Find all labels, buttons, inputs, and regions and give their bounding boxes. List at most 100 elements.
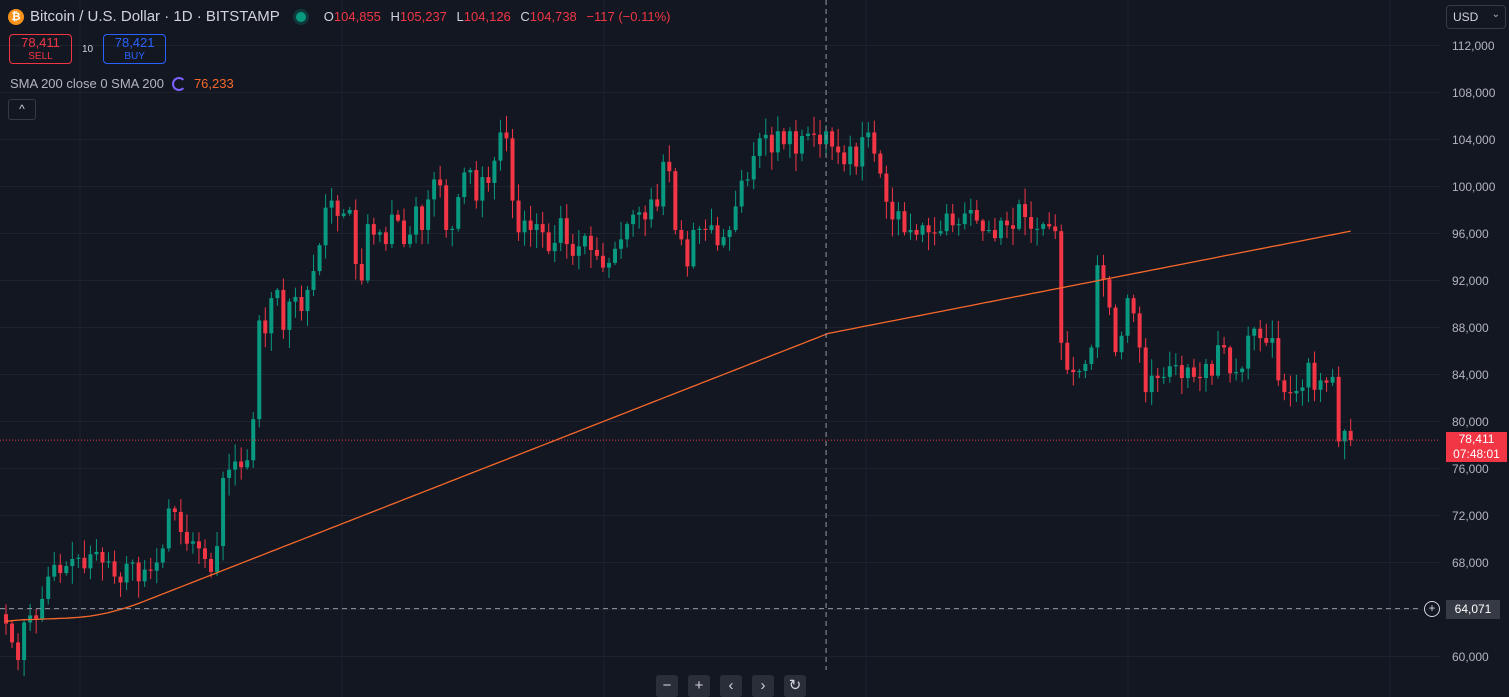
candle xyxy=(190,532,195,554)
candle-body xyxy=(727,229,732,238)
candle xyxy=(359,248,364,285)
candle-body xyxy=(444,185,449,230)
price-tick-label: 96,000 xyxy=(1452,226,1489,241)
candle xyxy=(287,298,292,348)
candle-body xyxy=(848,146,853,165)
candle-body xyxy=(359,264,364,281)
candle xyxy=(667,145,672,183)
candle xyxy=(305,286,310,326)
candle-body xyxy=(209,558,214,572)
sma-value: 76,233 xyxy=(193,76,234,91)
candle-body xyxy=(745,179,750,181)
candle xyxy=(619,221,624,260)
candle-body xyxy=(1047,224,1052,227)
candle xyxy=(890,187,895,237)
market-status-icon[interactable] xyxy=(295,11,306,22)
candle-body xyxy=(492,160,497,183)
sma-200-line xyxy=(5,230,1351,622)
candle xyxy=(1185,363,1190,388)
candle-body xyxy=(58,564,63,574)
candle xyxy=(100,547,105,581)
candle-body xyxy=(558,218,563,243)
candle-body xyxy=(221,477,226,547)
candle-body xyxy=(1065,342,1070,370)
candle-body xyxy=(1143,347,1148,393)
candle-body xyxy=(474,170,479,201)
candle xyxy=(46,566,51,605)
candle-body xyxy=(836,146,841,153)
candle-body xyxy=(1276,338,1281,381)
candle-body xyxy=(468,170,473,173)
sync-icon[interactable] xyxy=(171,76,186,91)
zoom-in-button[interactable]: + xyxy=(688,675,710,697)
candle xyxy=(727,226,732,251)
candle xyxy=(498,119,503,171)
add-alert-plus-icon[interactable]: + xyxy=(1424,601,1440,617)
candle xyxy=(1210,360,1214,385)
sma-label: SMA 200 close 0 SMA 200 xyxy=(10,76,164,91)
candle-body xyxy=(1131,298,1136,314)
candle-body xyxy=(769,134,774,153)
candle-body xyxy=(534,224,539,230)
candle xyxy=(1065,331,1070,374)
candle xyxy=(980,218,985,241)
candle xyxy=(956,218,961,236)
candle xyxy=(884,165,889,219)
spread-value: 10 xyxy=(82,43,94,55)
candle xyxy=(613,241,618,265)
candle xyxy=(968,198,973,227)
candle xyxy=(492,156,497,200)
candle xyxy=(317,243,322,276)
currency-select[interactable]: USD ⌄ xyxy=(1446,5,1506,29)
scroll-right-button[interactable]: › xyxy=(752,675,774,697)
candle xyxy=(582,233,587,255)
candle xyxy=(848,135,853,176)
candle-body xyxy=(1137,313,1142,348)
symbol-title[interactable]: Bitcoin / U.S. Dollar · 1D · BITSTAMP xyxy=(30,8,280,25)
candle-body xyxy=(890,201,895,220)
reset-chart-button[interactable]: ↻ xyxy=(784,675,806,697)
candle xyxy=(818,120,823,158)
zoom-out-button[interactable]: − xyxy=(656,675,678,697)
candle-body xyxy=(619,239,624,249)
price-tick-label: 92,000 xyxy=(1452,273,1489,288)
candle xyxy=(365,214,370,284)
candle xyxy=(112,550,117,584)
candle xyxy=(371,217,376,245)
candle-body xyxy=(576,246,581,256)
candle xyxy=(389,199,394,249)
candle-body xyxy=(245,460,250,468)
price-tick-label: 108,000 xyxy=(1452,85,1496,100)
candle-body xyxy=(233,461,238,470)
candle-body xyxy=(287,301,292,330)
close-value: 104,738 xyxy=(529,9,577,24)
candle-body xyxy=(414,206,419,235)
candle xyxy=(739,170,744,213)
candle-body xyxy=(215,546,220,572)
candle-body xyxy=(40,598,45,619)
candle xyxy=(685,230,690,277)
candle xyxy=(353,199,358,280)
candle xyxy=(775,116,780,161)
scroll-left-button[interactable]: ‹ xyxy=(720,675,742,697)
candle-body xyxy=(522,220,527,233)
sma-indicator-legend[interactable]: SMA 200 close 0 SMA 200 76,233 xyxy=(10,76,234,91)
last-price-tag: 78,411 07:48:01 xyxy=(1446,432,1507,462)
candle xyxy=(534,213,539,249)
sell-button[interactable]: 78,411 SELL xyxy=(9,34,72,64)
buy-button[interactable]: 78,421 BUY xyxy=(103,34,167,64)
price-tick-label: 100,000 xyxy=(1452,179,1496,194)
candle xyxy=(920,222,925,243)
candle xyxy=(1161,367,1166,384)
candle xyxy=(130,559,135,581)
candle-body xyxy=(1252,328,1257,336)
candlestick-series xyxy=(4,115,1353,677)
candle-body xyxy=(1228,347,1233,374)
candle-body xyxy=(787,131,792,145)
candle-body xyxy=(94,551,99,555)
candle xyxy=(1071,356,1076,386)
candle xyxy=(1041,222,1046,236)
candle xyxy=(588,226,593,269)
collapse-legend-button[interactable]: ^ xyxy=(8,99,36,120)
